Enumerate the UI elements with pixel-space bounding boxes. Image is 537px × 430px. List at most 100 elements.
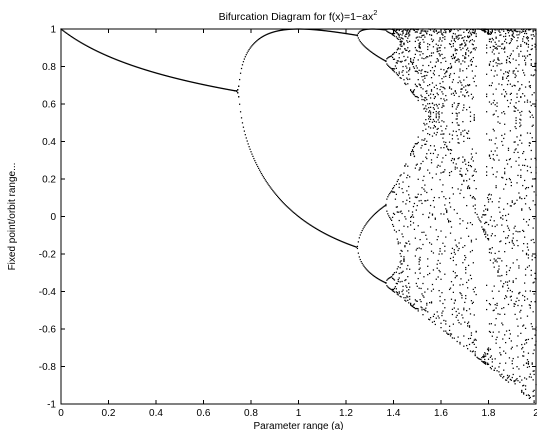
data-point — [437, 94, 439, 96]
data-point — [473, 343, 475, 345]
data-point — [532, 311, 534, 313]
data-point — [452, 259, 454, 262]
data-point — [453, 249, 455, 251]
data-point — [439, 38, 441, 40]
data-point — [462, 156, 464, 158]
data-point — [527, 40, 530, 42]
data-point — [471, 302, 473, 305]
data-point — [402, 65, 404, 68]
data-point — [160, 73, 162, 75]
data-point — [526, 315, 529, 317]
data-point — [486, 348, 489, 350]
data-point — [461, 183, 463, 186]
data-point — [421, 69, 423, 71]
data-point — [486, 47, 488, 49]
data-point — [407, 41, 409, 43]
data-point — [479, 219, 481, 222]
data-point — [409, 298, 411, 300]
data-point — [425, 97, 427, 99]
data-point — [399, 295, 401, 297]
data-point — [511, 34, 513, 37]
data-point — [397, 60, 399, 62]
data-point — [408, 292, 410, 294]
data-point — [498, 371, 500, 373]
data-point — [365, 268, 367, 270]
data-point — [526, 366, 529, 368]
data-point — [488, 139, 491, 141]
data-point — [124, 62, 126, 64]
data-point — [493, 309, 495, 311]
data-point — [455, 275, 457, 277]
data-point — [524, 236, 526, 238]
data-point — [401, 290, 403, 293]
data-point — [514, 85, 516, 87]
data-point — [427, 30, 429, 32]
data-point — [440, 86, 442, 88]
data-point — [502, 43, 504, 45]
data-point — [531, 44, 533, 47]
y-tick-label: -1 — [47, 400, 56, 411]
data-point — [469, 251, 472, 253]
data-point — [359, 258, 361, 261]
data-point — [511, 38, 513, 40]
data-point — [413, 145, 416, 147]
data-point — [452, 284, 454, 286]
data-point — [465, 297, 467, 300]
data-point — [409, 50, 411, 52]
data-point — [497, 45, 499, 47]
data-point — [503, 375, 505, 378]
data-point — [524, 30, 527, 33]
data-point — [456, 113, 458, 115]
data-point — [448, 86, 451, 88]
data-point — [390, 191, 392, 193]
data-point — [462, 60, 464, 62]
data-point — [438, 74, 440, 77]
data-point — [515, 30, 517, 32]
data-point — [444, 169, 446, 171]
data-point — [504, 334, 506, 336]
data-point — [440, 326, 442, 329]
data-point — [498, 159, 500, 161]
data-point — [440, 68, 442, 70]
data-point — [413, 307, 416, 309]
data-point — [447, 333, 449, 335]
data-point — [517, 335, 519, 337]
data-point — [509, 267, 511, 269]
data-point — [387, 196, 389, 198]
data-point — [451, 104, 454, 106]
data-point — [354, 34, 357, 36]
data-point — [455, 92, 457, 94]
data-point — [450, 226, 453, 228]
data-point — [432, 127, 435, 129]
data-point — [527, 37, 530, 39]
data-point — [499, 275, 501, 277]
data-point — [280, 200, 283, 202]
data-point — [391, 34, 394, 36]
data-point — [352, 33, 354, 36]
data-point — [464, 42, 466, 44]
data-point — [470, 33, 473, 35]
data-point — [90, 47, 93, 49]
data-point — [451, 138, 454, 140]
data-point — [486, 237, 489, 240]
data-point — [503, 283, 505, 285]
data-point — [518, 368, 520, 370]
data-point — [534, 272, 536, 274]
data-point — [460, 278, 462, 280]
data-point — [492, 60, 494, 62]
data-point — [517, 70, 519, 72]
data-point — [438, 113, 440, 115]
data-point — [96, 50, 98, 52]
data-point — [296, 214, 298, 216]
data-point — [399, 44, 401, 46]
data-point — [290, 209, 292, 211]
data-point — [493, 220, 495, 222]
data-point — [360, 261, 362, 263]
data-point — [262, 35, 264, 37]
data-point — [375, 54, 378, 57]
data-point — [474, 75, 476, 77]
data-point — [204, 84, 207, 86]
data-point — [524, 74, 526, 76]
data-point — [521, 142, 523, 144]
y-tick-label: -0.2 — [39, 250, 57, 261]
